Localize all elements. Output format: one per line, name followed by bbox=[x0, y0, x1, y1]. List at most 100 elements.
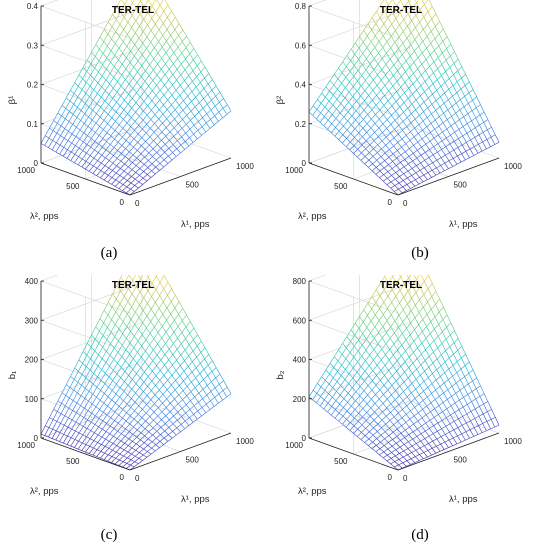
surface-mesh-line bbox=[177, 416, 182, 421]
surface-mesh-line bbox=[107, 117, 112, 124]
surface-mesh-line bbox=[405, 66, 410, 73]
surface-mesh-line bbox=[398, 412, 403, 418]
surface-mesh-line bbox=[350, 409, 356, 415]
surface-mesh-line bbox=[367, 17, 373, 25]
surface-mesh-line bbox=[124, 159, 130, 165]
surface-mesh-line bbox=[403, 112, 408, 118]
surface-mesh-line bbox=[461, 74, 466, 79]
surface-mesh-line bbox=[99, 399, 105, 404]
surface-mesh-line bbox=[88, 383, 94, 392]
surface-mesh-line bbox=[137, 422, 142, 426]
surface-mesh-line bbox=[215, 91, 221, 97]
surface-mesh-line bbox=[88, 110, 93, 118]
surface-mesh-line bbox=[424, 275, 429, 282]
surface-mesh-line bbox=[486, 419, 492, 422]
surface-mesh-line bbox=[436, 365, 442, 370]
surface-mesh-line bbox=[134, 461, 139, 464]
surface-mesh-line bbox=[390, 403, 395, 409]
surface-mesh-line bbox=[410, 27, 416, 33]
surface-mesh-line bbox=[80, 113, 86, 121]
surface-mesh-line bbox=[393, 64, 398, 71]
surface-mesh-line bbox=[431, 18, 436, 27]
surface-mesh-line bbox=[378, 415, 383, 421]
surface-mesh-line bbox=[461, 77, 466, 86]
surface-mesh-line bbox=[59, 138, 65, 146]
surface-mesh-line bbox=[95, 44, 100, 50]
surface-mesh-line bbox=[371, 170, 376, 175]
surface-mesh-line bbox=[75, 136, 80, 140]
surface-mesh-line bbox=[170, 23, 176, 30]
surface-mesh-line bbox=[108, 87, 114, 95]
z-axis-label: b₂ bbox=[275, 370, 286, 379]
surface-mesh-line bbox=[180, 141, 186, 146]
surface-mesh-line bbox=[101, 162, 106, 166]
surface-mesh-line bbox=[101, 351, 107, 359]
surface-mesh-line bbox=[367, 35, 372, 42]
surface-mesh-line bbox=[120, 371, 126, 378]
surface-mesh-line bbox=[141, 132, 147, 138]
surface-mesh-line bbox=[53, 112, 59, 121]
surface-mesh-line bbox=[82, 436, 87, 444]
surface-mesh-line bbox=[438, 319, 444, 325]
surface-mesh-line bbox=[479, 114, 484, 123]
surface-mesh-line bbox=[383, 100, 389, 106]
surface-mesh-line bbox=[194, 102, 200, 108]
surface-mesh-line bbox=[392, 96, 397, 102]
surface-mesh-line bbox=[115, 43, 120, 49]
surface-mesh-line bbox=[360, 371, 366, 377]
surface-mesh-line bbox=[96, 444, 102, 450]
surface-mesh-line bbox=[444, 361, 450, 370]
surface-mesh-line bbox=[414, 50, 419, 58]
surface-mesh-line bbox=[388, 0, 393, 6]
surface-mesh-line bbox=[136, 432, 142, 438]
surface-mesh-line bbox=[362, 327, 368, 334]
surface-mesh-line bbox=[120, 440, 125, 444]
surface-mesh-line bbox=[373, 423, 378, 429]
surface-mesh-line bbox=[453, 141, 459, 148]
surface-mesh-line bbox=[382, 178, 388, 182]
surface-mesh-line bbox=[442, 399, 448, 403]
surface-mesh-line bbox=[185, 42, 191, 48]
surface-mesh-line bbox=[209, 124, 215, 129]
surface-mesh-line bbox=[90, 350, 95, 359]
surface-mesh-line bbox=[409, 341, 415, 347]
surface-mesh-line bbox=[142, 174, 148, 179]
surface-mesh-line bbox=[373, 360, 378, 366]
surface-mesh-line bbox=[407, 373, 413, 378]
surface-mesh-line bbox=[117, 438, 122, 442]
surface-mesh-line bbox=[407, 0, 409, 2]
surface-mesh-line bbox=[172, 152, 177, 157]
surface-mesh-line bbox=[168, 74, 174, 80]
surface-mesh-line bbox=[345, 87, 350, 93]
surface-mesh-line bbox=[105, 144, 111, 151]
surface-mesh-line bbox=[379, 289, 385, 297]
surface-mesh-line bbox=[111, 19, 117, 27]
surface-mesh-line bbox=[427, 18, 432, 25]
surface-mesh-line bbox=[204, 354, 209, 360]
surface-mesh-line bbox=[108, 167, 113, 171]
surface-mesh-line bbox=[397, 65, 403, 71]
surface-mesh-line bbox=[75, 129, 81, 137]
surface-mesh-line bbox=[169, 41, 175, 48]
y-axis-line bbox=[40, 437, 131, 471]
surface-mesh-line bbox=[459, 400, 464, 408]
surface-mesh-line bbox=[482, 430, 487, 433]
surface-mesh-line bbox=[390, 408, 395, 413]
surface-mesh-line bbox=[396, 443, 401, 448]
surface-mesh-line bbox=[201, 341, 206, 348]
surface-mesh-line bbox=[197, 135, 202, 140]
surface-mesh-line bbox=[161, 407, 167, 412]
surface-mesh-line bbox=[75, 430, 80, 434]
surface-mesh-line bbox=[475, 124, 480, 129]
surface-mesh-line bbox=[365, 354, 370, 362]
surface-mesh-line bbox=[99, 48, 104, 54]
surface-mesh-line bbox=[336, 381, 341, 386]
surface-mesh-line bbox=[373, 419, 378, 425]
surface-mesh-line bbox=[160, 74, 166, 81]
surface-mesh-line bbox=[381, 140, 386, 146]
surface-mesh-line bbox=[412, 431, 418, 437]
surface-mesh-line bbox=[385, 58, 391, 65]
surface-mesh-line bbox=[192, 70, 197, 77]
surface-mesh-line bbox=[115, 290, 121, 300]
surface-mesh-line bbox=[370, 136, 375, 141]
